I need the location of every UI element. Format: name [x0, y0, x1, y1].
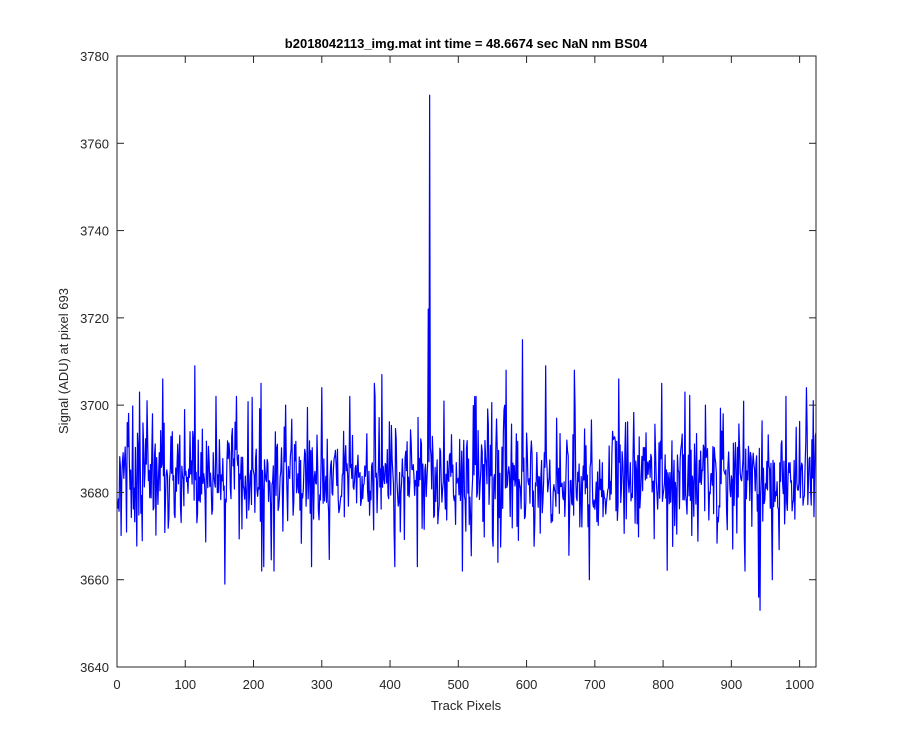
x-tick-label: 600 [516, 677, 538, 692]
signal-series-line [117, 94, 817, 611]
y-tick-label: 3720 [80, 311, 109, 326]
x-tick-label: 300 [311, 677, 333, 692]
x-tick-label: 700 [584, 677, 606, 692]
y-tick-label: 3700 [80, 398, 109, 413]
x-tick-label: 800 [652, 677, 674, 692]
series-layer [117, 94, 817, 611]
y-tick-label: 3760 [80, 136, 109, 151]
x-axis-label: Track Pixels [431, 698, 502, 713]
y-axis-label: Signal (ADU) at pixel 693 [56, 288, 71, 434]
y-tick-label: 3640 [80, 660, 109, 675]
y-tick-label: 3660 [80, 573, 109, 588]
x-tick-label: 900 [721, 677, 743, 692]
y-tick-label: 3740 [80, 224, 109, 239]
x-tick-label: 400 [379, 677, 401, 692]
plot-box [116, 55, 817, 668]
x-tick-label: 500 [447, 677, 469, 692]
plot-area [117, 56, 816, 667]
x-tick-label: 0 [113, 677, 120, 692]
x-tick-label: 1000 [785, 677, 814, 692]
x-tick-label: 200 [243, 677, 265, 692]
x-tick-label: 100 [174, 677, 196, 692]
y-tick-label: 3780 [80, 49, 109, 64]
ticks-layer: 0 100 200 300 400 500 600 700 800 900 1000 3640 3660… [80, 49, 816, 692]
y-tick-label: 3680 [80, 485, 109, 500]
chart-title: b2018042113_img.mat int time = 48.6674 s… [285, 36, 648, 51]
